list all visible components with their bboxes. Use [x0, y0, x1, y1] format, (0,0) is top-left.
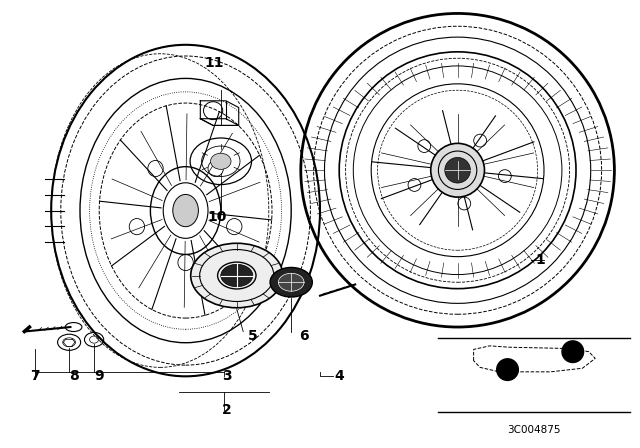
Text: 4: 4 [334, 369, 344, 383]
Ellipse shape [173, 194, 198, 227]
Text: 3: 3 [222, 369, 232, 383]
Ellipse shape [270, 267, 312, 297]
Circle shape [496, 358, 519, 381]
Text: 3C004875: 3C004875 [508, 425, 561, 435]
Text: 7: 7 [30, 369, 40, 383]
Ellipse shape [211, 153, 231, 169]
Circle shape [431, 143, 484, 197]
Text: 5: 5 [248, 329, 258, 343]
Ellipse shape [191, 243, 283, 308]
Text: 11: 11 [205, 56, 224, 70]
Ellipse shape [278, 273, 304, 291]
Circle shape [445, 157, 470, 183]
Circle shape [561, 340, 584, 363]
Text: 8: 8 [68, 369, 79, 383]
Text: 9: 9 [94, 369, 104, 383]
Text: 2: 2 [222, 403, 232, 417]
Ellipse shape [221, 264, 253, 287]
Text: 6: 6 [299, 329, 309, 343]
Text: 10: 10 [208, 210, 227, 224]
Text: 1: 1 [536, 253, 546, 267]
